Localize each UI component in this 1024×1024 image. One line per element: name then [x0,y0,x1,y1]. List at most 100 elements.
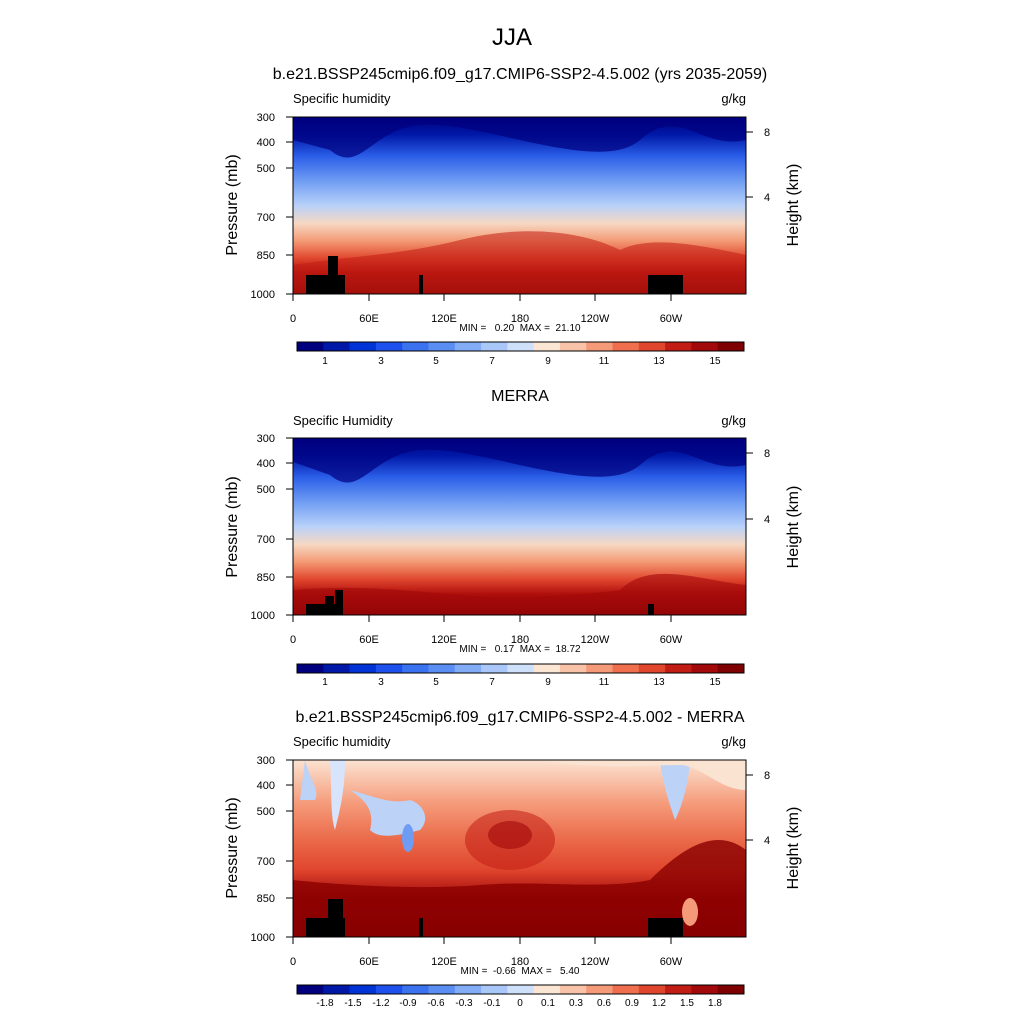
x-tick-label: 60E [359,956,379,968]
colorbar-label: -0.6 [427,998,445,1009]
x-tick-label: 180 [511,634,529,646]
x-tick-label: 180 [511,313,529,325]
colorbar-swatch [717,342,745,351]
colorbar-swatch [665,664,692,673]
colorbar: 1 3 5 7 9 11 13 15 [296,341,745,367]
y-tick-label: 850 [257,893,275,905]
colorbar-label: -1.2 [372,998,390,1009]
colorbar-label: -0.1 [483,998,501,1009]
colorbar-label: -1.5 [344,998,362,1009]
colorbar-swatch [612,664,640,673]
y-ticks: 300 400 500 700 850 1000 [251,755,275,944]
colorbar-label: 7 [489,356,495,367]
y-tick-label: 1000 [251,289,275,301]
colorbar-swatch [586,664,614,673]
terrain-mask [306,918,345,937]
plot-area [292,437,747,616]
colorbar-label: 13 [653,677,665,688]
terrain-mask [306,275,345,294]
colorbar-label: 3 [378,677,384,688]
colorbar-swatch [297,985,324,994]
colorbar-label: 0.9 [625,998,639,1009]
plot-area [292,759,747,938]
terrain-mask [335,590,343,605]
x-ticks: 0 60E 120E 180 120W 60W [290,313,683,325]
y-tick-label-right: 4 [764,192,770,204]
panel-title: b.e21.BSSP245cmip6.f09_g17.CMIP6-SSP2-4.… [295,709,744,726]
colorbar-swatch [349,342,377,351]
y-tick-label: 700 [257,856,275,868]
colorbar-swatch [717,664,745,673]
y-tick-label: 400 [257,780,275,792]
colorbar-swatch [691,342,719,351]
y-tick-label: 850 [257,250,275,262]
colorbar-label: 5 [433,677,439,688]
colorbar-swatch [586,342,614,351]
colorbar-label: 0.6 [597,998,611,1009]
y-tick-label: 300 [257,755,275,767]
colorbar-swatch [533,985,561,994]
colorbar-swatch [375,664,403,673]
colorbar-swatch [402,985,429,994]
y-tick-label-right: 8 [764,770,770,782]
colorbar-label: 15 [709,677,721,688]
colorbar-label: -1.8 [316,998,334,1009]
x-ticks: 0 60E 120E 180 120W 60W [290,634,683,646]
terrain-mask [328,899,343,919]
y-tick-label-right: 4 [764,514,770,526]
plot-area [292,116,747,295]
colorbar-swatch [559,985,587,994]
y-axis-title-right: Height (km) [785,164,802,247]
colorbar-label: 15 [709,356,721,367]
colorbar-label: 11 [599,677,610,688]
x-tick-label: 0 [290,313,296,325]
panel-difference: b.e21.BSSP245cmip6.f09_g17.CMIP6-SSP2-4.… [224,709,802,1009]
colorbar-swatch [665,985,692,994]
y-tick-label: 500 [257,484,275,496]
y-tick-label-right: 8 [764,448,770,460]
y-tick-label-right: 8 [764,127,770,139]
colorbar-swatch [323,342,351,351]
colorbar-swatch [586,985,614,994]
terrain-mask [419,275,423,294]
colorbar-swatch [349,985,377,994]
x-tick-label: 60W [660,634,683,646]
colorbar-swatch [323,664,351,673]
x-tick-label: 60W [660,956,683,968]
colorbar-label: 1 [322,356,328,367]
colorbar-swatch [428,664,456,673]
y-tick-label: 700 [257,212,275,224]
colorbar-label: 7 [489,677,495,688]
min-max-label: MIN = 0.17 MAX = 18.72 [459,644,581,655]
y-axis-title: Pressure (mb) [224,154,241,255]
colorbar-label: 0 [517,998,523,1009]
colorbar-label: 3 [378,356,384,367]
colorbar-label: 5 [433,356,439,367]
x-tick-label: 0 [290,634,296,646]
x-tick-label: 120W [581,956,610,968]
colorbar-label: 1.8 [708,998,722,1009]
y-tick-label: 400 [257,458,275,470]
x-tick-label: 120E [431,956,457,968]
colorbar-swatch [323,985,351,994]
x-tick-label: 120E [431,634,457,646]
colorbar-swatch [481,342,508,351]
colorbar-swatch [691,985,719,994]
terrain-mask [648,918,683,937]
colorbar-frame [296,663,745,674]
panel-title: MERRA [491,388,549,405]
colorbar-label: 9 [545,677,551,688]
colorbar-labels: 1 3 5 7 9 11 13 15 [322,677,721,688]
colorbar-swatch [481,664,508,673]
y-tick-label: 1000 [251,932,275,944]
colorbar-swatch [375,342,403,351]
colorbar-swatch [533,664,561,673]
y-ticks: 300 400 500 700 850 1000 [251,433,275,622]
colorbar-swatch [428,342,456,351]
colorbar-swatch [507,342,535,351]
y-tick-label: 700 [257,534,275,546]
colorbar-labels: -1.8 -1.5 -1.2 -0.9 -0.6 -0.3 -0.1 0 0.1… [316,998,722,1009]
colorbar-swatch [717,985,745,994]
y-axis-title-right: Height (km) [785,807,802,890]
